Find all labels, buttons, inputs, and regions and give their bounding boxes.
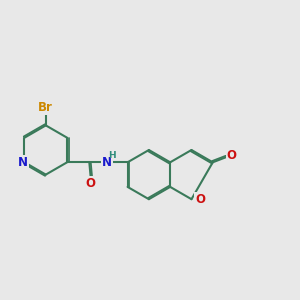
Text: O: O [195, 193, 205, 206]
Text: O: O [86, 177, 96, 190]
Text: Br: Br [38, 101, 53, 114]
Text: N: N [18, 156, 28, 169]
Text: O: O [226, 148, 237, 162]
Text: H: H [108, 151, 116, 160]
Text: N: N [102, 156, 112, 169]
